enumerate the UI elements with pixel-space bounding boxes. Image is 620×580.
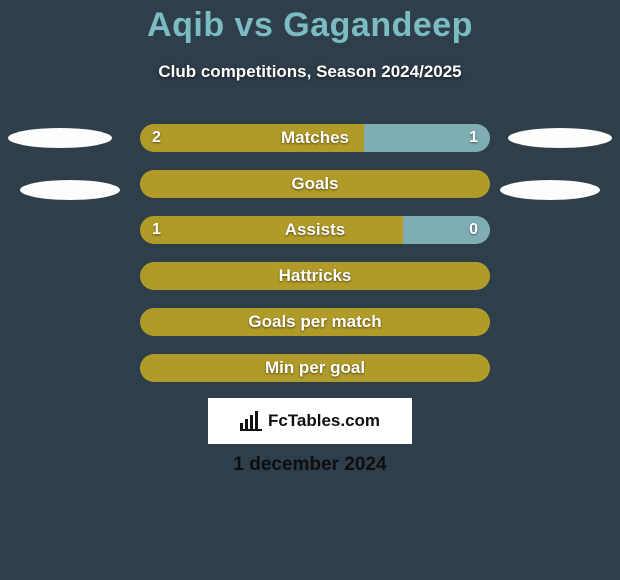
page-subtitle: Club competitions, Season 2024/2025: [0, 62, 620, 82]
stat-row: 10Assists: [140, 216, 490, 244]
chart-icon: [240, 411, 262, 431]
snapshot-date: 1 december 2024: [0, 454, 620, 476]
stat-label: Assists: [140, 216, 490, 244]
stat-label: Hattricks: [140, 262, 490, 290]
comparison-infographic: Aqib vs Gagandeep Club competitions, Sea…: [0, 0, 620, 580]
stat-row: Goals: [140, 170, 490, 198]
player-right-avatar-1: [508, 128, 612, 148]
source-badge-text: FcTables.com: [268, 411, 380, 431]
stat-label: Matches: [140, 124, 490, 152]
stat-label: Goals per match: [140, 308, 490, 336]
player-left-avatar-2: [20, 180, 120, 200]
stat-label: Min per goal: [140, 354, 490, 382]
player-right-avatar-2: [500, 180, 600, 200]
stat-row: Hattricks: [140, 262, 490, 290]
stat-label: Goals: [140, 170, 490, 198]
stat-row: Min per goal: [140, 354, 490, 382]
page-title: Aqib vs Gagandeep: [0, 6, 620, 45]
player-left-avatar-1: [8, 128, 112, 148]
stat-row: 21Matches: [140, 124, 490, 152]
stat-row: Goals per match: [140, 308, 490, 336]
source-badge: FcTables.com: [208, 398, 412, 444]
